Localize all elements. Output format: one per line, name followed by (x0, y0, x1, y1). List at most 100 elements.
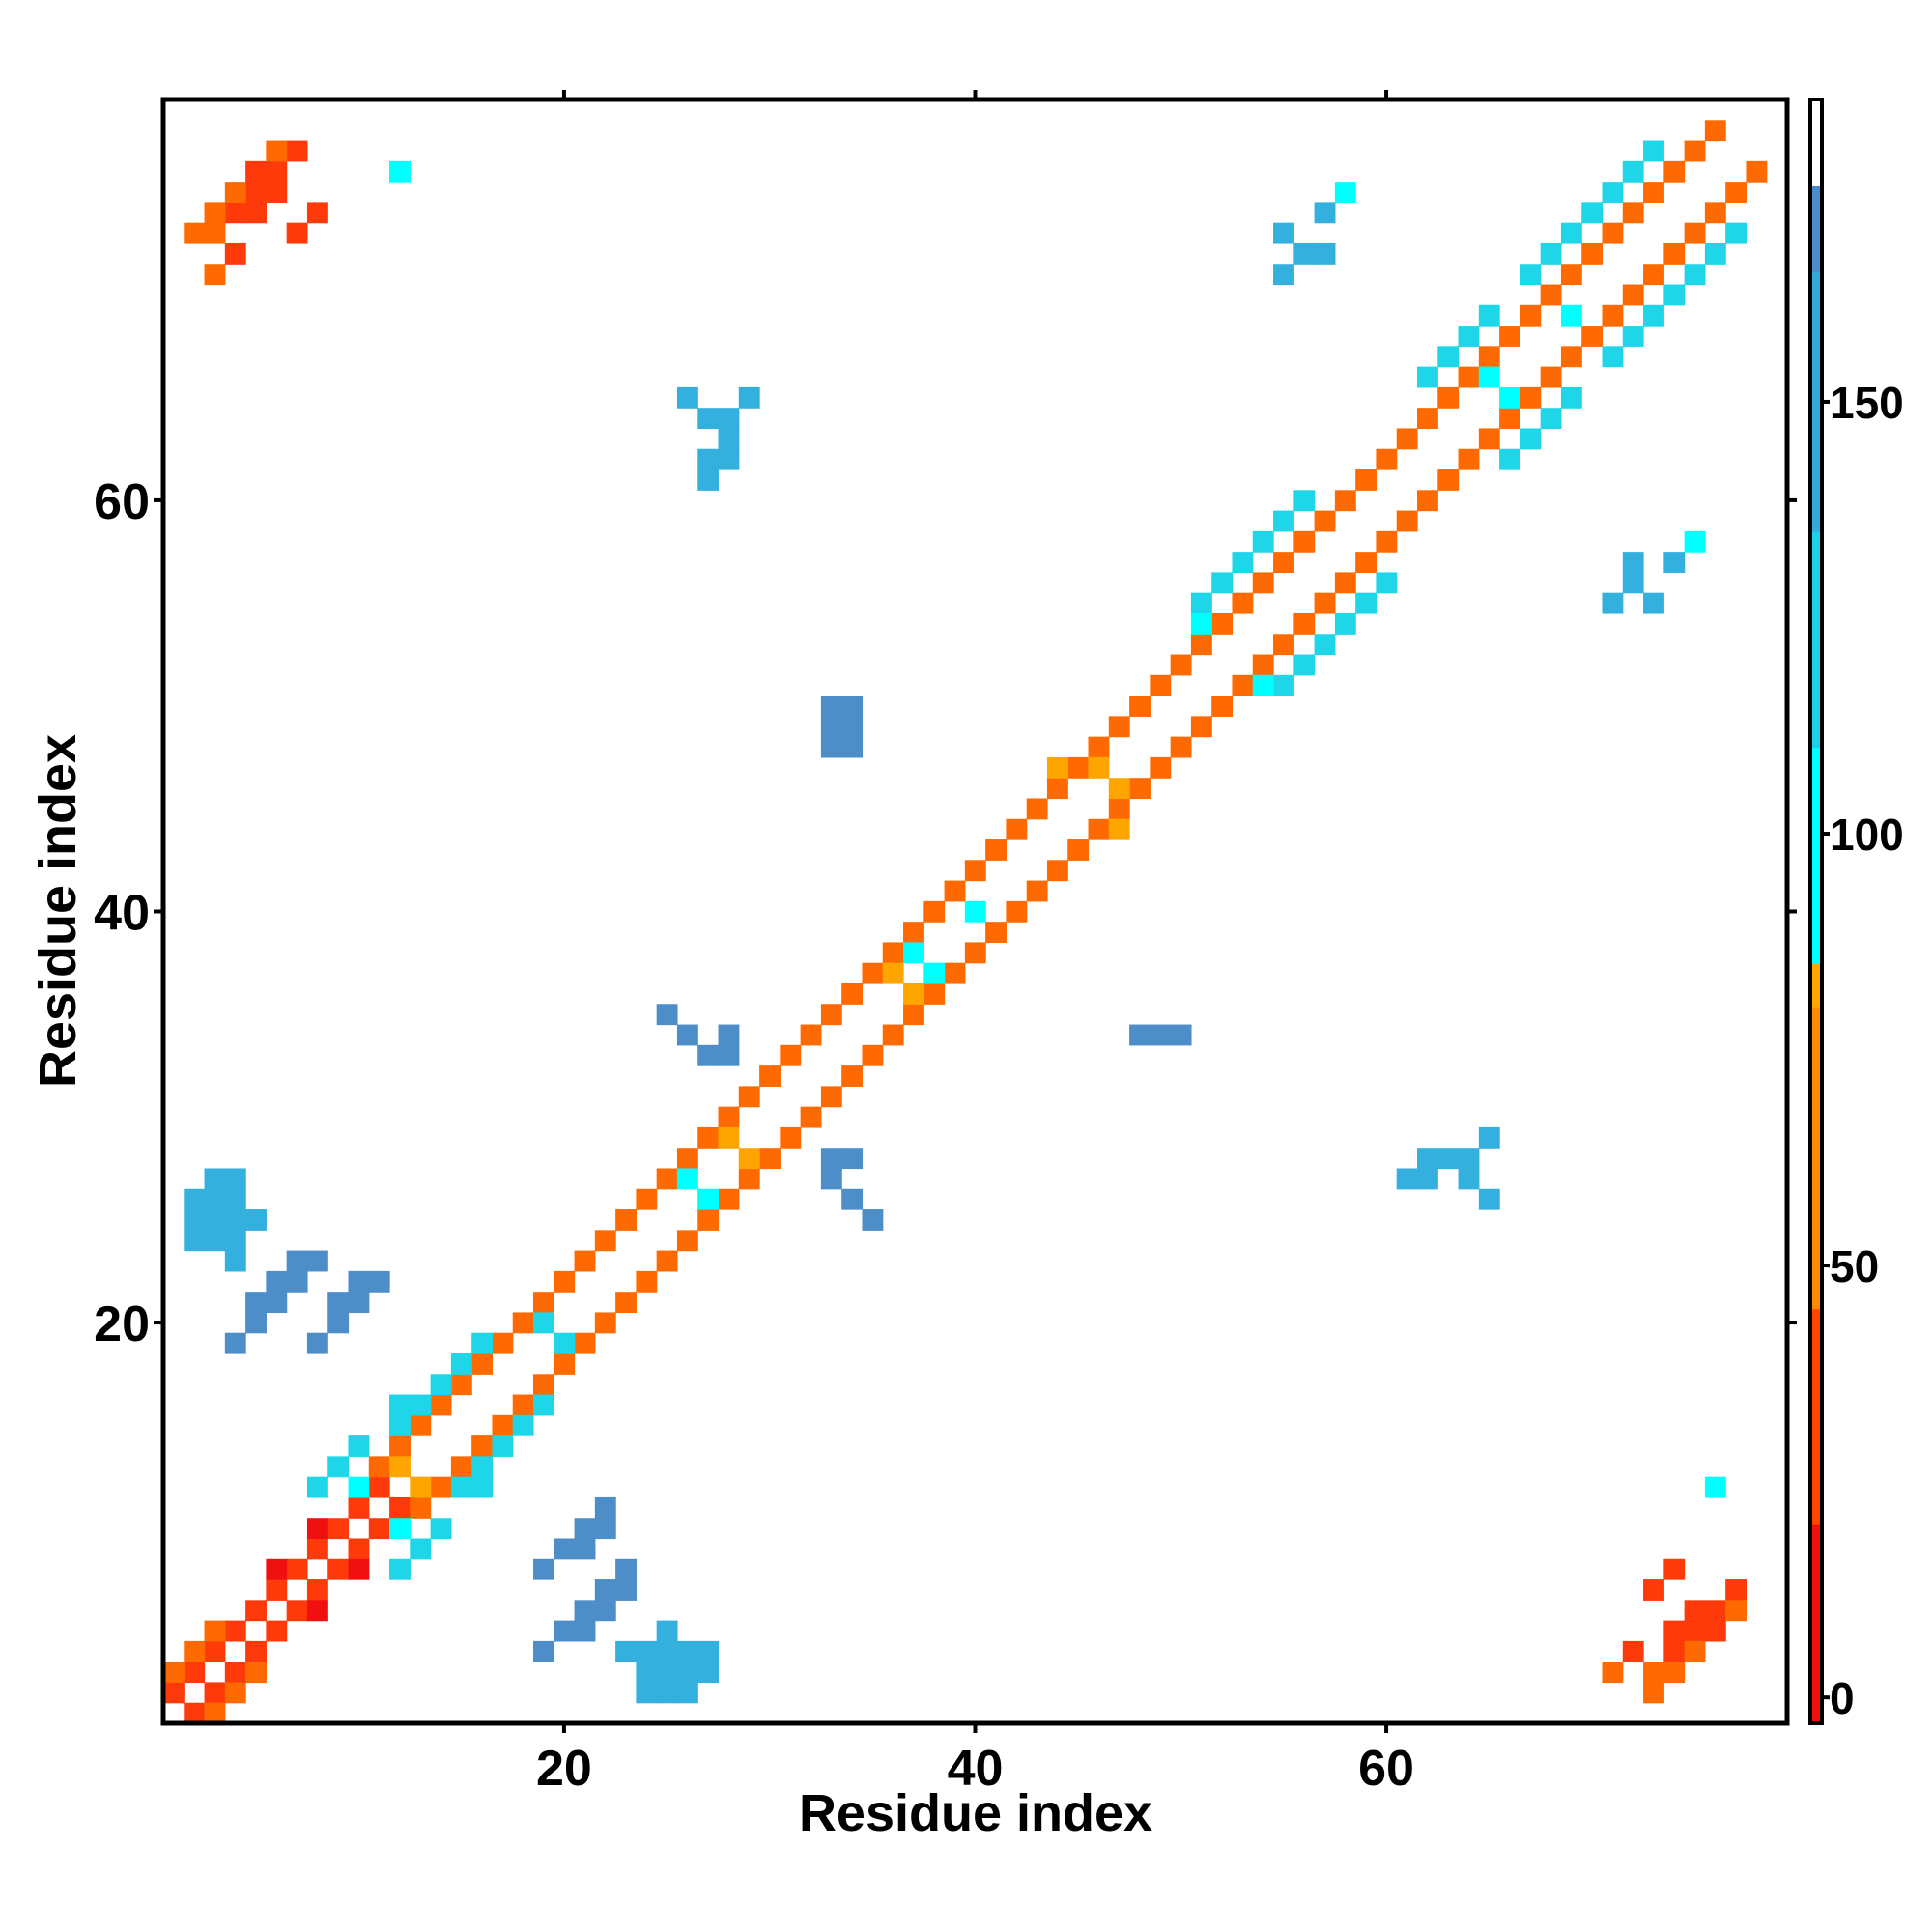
heatmap-cell (820, 1086, 842, 1108)
colorbar-segment (1810, 271, 1822, 532)
heatmap-cell (410, 1496, 432, 1519)
colorbar-tick-label: 100 (1830, 810, 1904, 860)
heatmap-cell (266, 160, 288, 183)
heatmap-cell (1416, 1148, 1438, 1170)
heatmap-cell (1725, 1600, 1747, 1622)
heatmap-cell (697, 1209, 720, 1231)
y-tick-label: 40 (94, 886, 150, 942)
heatmap-cell (1252, 674, 1274, 696)
heatmap-cell (554, 1538, 576, 1560)
heatmap-cell (533, 1374, 554, 1396)
heatmap-cell (697, 408, 720, 430)
heatmap-cell (1190, 716, 1212, 738)
heatmap-cell (1150, 1024, 1172, 1046)
heatmap-cell (348, 1558, 370, 1580)
colorbar-ticks: 0 50 100 150 (1822, 378, 1904, 1723)
heatmap-cell (1150, 674, 1172, 696)
heatmap-cell (676, 1148, 698, 1170)
x-axis-title: Residue index (799, 1784, 1152, 1842)
heatmap-cell (800, 1024, 822, 1046)
heatmap-cell (1458, 326, 1480, 347)
heatmap-cell (738, 1168, 760, 1190)
heatmap-cell (574, 1600, 596, 1622)
heatmap-cell (1581, 202, 1604, 224)
heatmap-cell (1622, 202, 1644, 224)
heatmap-cell (1581, 242, 1604, 265)
heatmap-cell (1396, 1168, 1418, 1190)
heatmap-cell (1663, 242, 1686, 265)
heatmap-cell (697, 1044, 720, 1066)
heatmap-cell (676, 1168, 698, 1190)
heatmap-cell (1684, 1640, 1706, 1662)
heatmap-cell (697, 1640, 720, 1662)
heatmap-cell (1520, 428, 1542, 450)
heatmap-cell (410, 1476, 432, 1498)
heatmap-cell (471, 1435, 494, 1457)
heatmap-cell (184, 1702, 206, 1724)
heatmap-cell (1458, 1148, 1480, 1170)
heatmap-cell (245, 1600, 267, 1622)
colorbar-tick-label: 150 (1830, 378, 1904, 428)
heatmap-cell (615, 1209, 638, 1231)
heatmap-cell (348, 1270, 370, 1293)
heatmap-cell (1602, 182, 1624, 203)
heatmap-cell (204, 202, 226, 224)
heatmap-cell (1314, 202, 1336, 224)
heatmap-cell (1437, 346, 1460, 368)
heatmap-cell (204, 1682, 226, 1704)
heatmap-cell (224, 1209, 246, 1231)
heatmap-cell (1643, 1682, 1664, 1704)
heatmap-cell (1293, 242, 1316, 265)
heatmap-cell (656, 1250, 678, 1272)
heatmap-cell (820, 1168, 842, 1190)
heatmap-cell (1067, 756, 1090, 779)
heatmap-cell (1108, 798, 1130, 820)
heatmap-cell (882, 1024, 904, 1046)
heatmap-cell (923, 962, 946, 984)
heatmap-cell (1376, 572, 1398, 594)
heatmap-cell (368, 1456, 390, 1478)
heatmap-cell (450, 1374, 472, 1396)
heatmap-cell (1643, 592, 1664, 614)
heatmap-cell (1663, 284, 1686, 306)
colorbar-frame (1808, 98, 1824, 1725)
heatmap-cell (1725, 222, 1747, 244)
heatmap-cell (327, 1456, 350, 1478)
heatmap-cell (594, 1496, 616, 1519)
heatmap-cell (184, 1640, 206, 1662)
heatmap-cell (1704, 242, 1726, 265)
heatmap-cell (1602, 592, 1624, 614)
heatmap-cell (554, 1270, 576, 1293)
heatmap-cell (882, 962, 904, 984)
heatmap-cell (471, 1352, 494, 1375)
heatmap-cell (512, 1414, 534, 1436)
heatmap-cell (1499, 408, 1520, 430)
heatmap-cell (389, 1414, 411, 1436)
heatmap-cell (718, 1126, 740, 1149)
heatmap-cell (1437, 386, 1460, 409)
heatmap-cell (224, 1188, 246, 1210)
heatmap-cell (656, 1620, 678, 1642)
y-tick-label: 60 (94, 474, 150, 530)
heatmap-cell (841, 1148, 864, 1170)
heatmap-cell (820, 716, 842, 738)
heatmap-cell (1458, 1168, 1480, 1190)
heatmap-cell (286, 1270, 308, 1293)
heatmap-cell (1190, 634, 1212, 656)
heatmap-cell (1211, 696, 1234, 717)
heatmap-cell (656, 1004, 678, 1026)
heatmap-cell (266, 140, 288, 162)
colorbar-segment (1810, 1006, 1822, 1310)
heatmap-cell (1622, 284, 1644, 306)
heatmap-cell (697, 469, 720, 491)
colorbar-segment (1810, 747, 1822, 964)
heatmap-cell (1416, 1168, 1438, 1190)
heatmap-cell (450, 1352, 472, 1375)
heatmap-cell (1314, 510, 1336, 532)
heatmap-cell (903, 1004, 924, 1026)
heatmap-cell (800, 1106, 822, 1128)
heatmap-cell (1416, 408, 1438, 430)
heatmap-cell (430, 1394, 452, 1416)
y-axis-title: Residue index (29, 734, 87, 1088)
